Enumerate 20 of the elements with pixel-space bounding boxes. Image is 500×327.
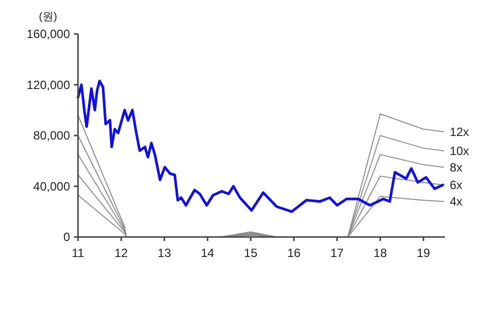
x-tick-label: 16 <box>287 246 301 260</box>
y-axis-title: (원) <box>38 11 58 23</box>
x-tick-label: 11 <box>72 246 85 260</box>
x-tick-label: 14 <box>200 246 215 260</box>
series-label: 6x <box>450 178 462 192</box>
x-tick-label: 17 <box>330 246 344 260</box>
y-tick-label: 0 <box>63 230 70 244</box>
x-tick-label: 18 <box>374 246 388 260</box>
x-tick-label: 15 <box>244 246 258 260</box>
series-label: 12x <box>450 124 470 139</box>
y-tick-label: 80,000 <box>33 128 70 143</box>
y-tick-label: 120,000 <box>26 78 70 92</box>
x-tick-label: 12 <box>114 246 128 260</box>
series-label: 8x <box>450 160 462 174</box>
series-label: 10x <box>450 144 470 158</box>
x-tick-label: 19 <box>416 246 430 260</box>
y-tick-label: 40,000 <box>33 179 70 194</box>
y-tick-label: 160,000 <box>26 27 70 42</box>
series-label: 4x <box>450 194 462 209</box>
x-tick-label: 13 <box>158 246 172 260</box>
